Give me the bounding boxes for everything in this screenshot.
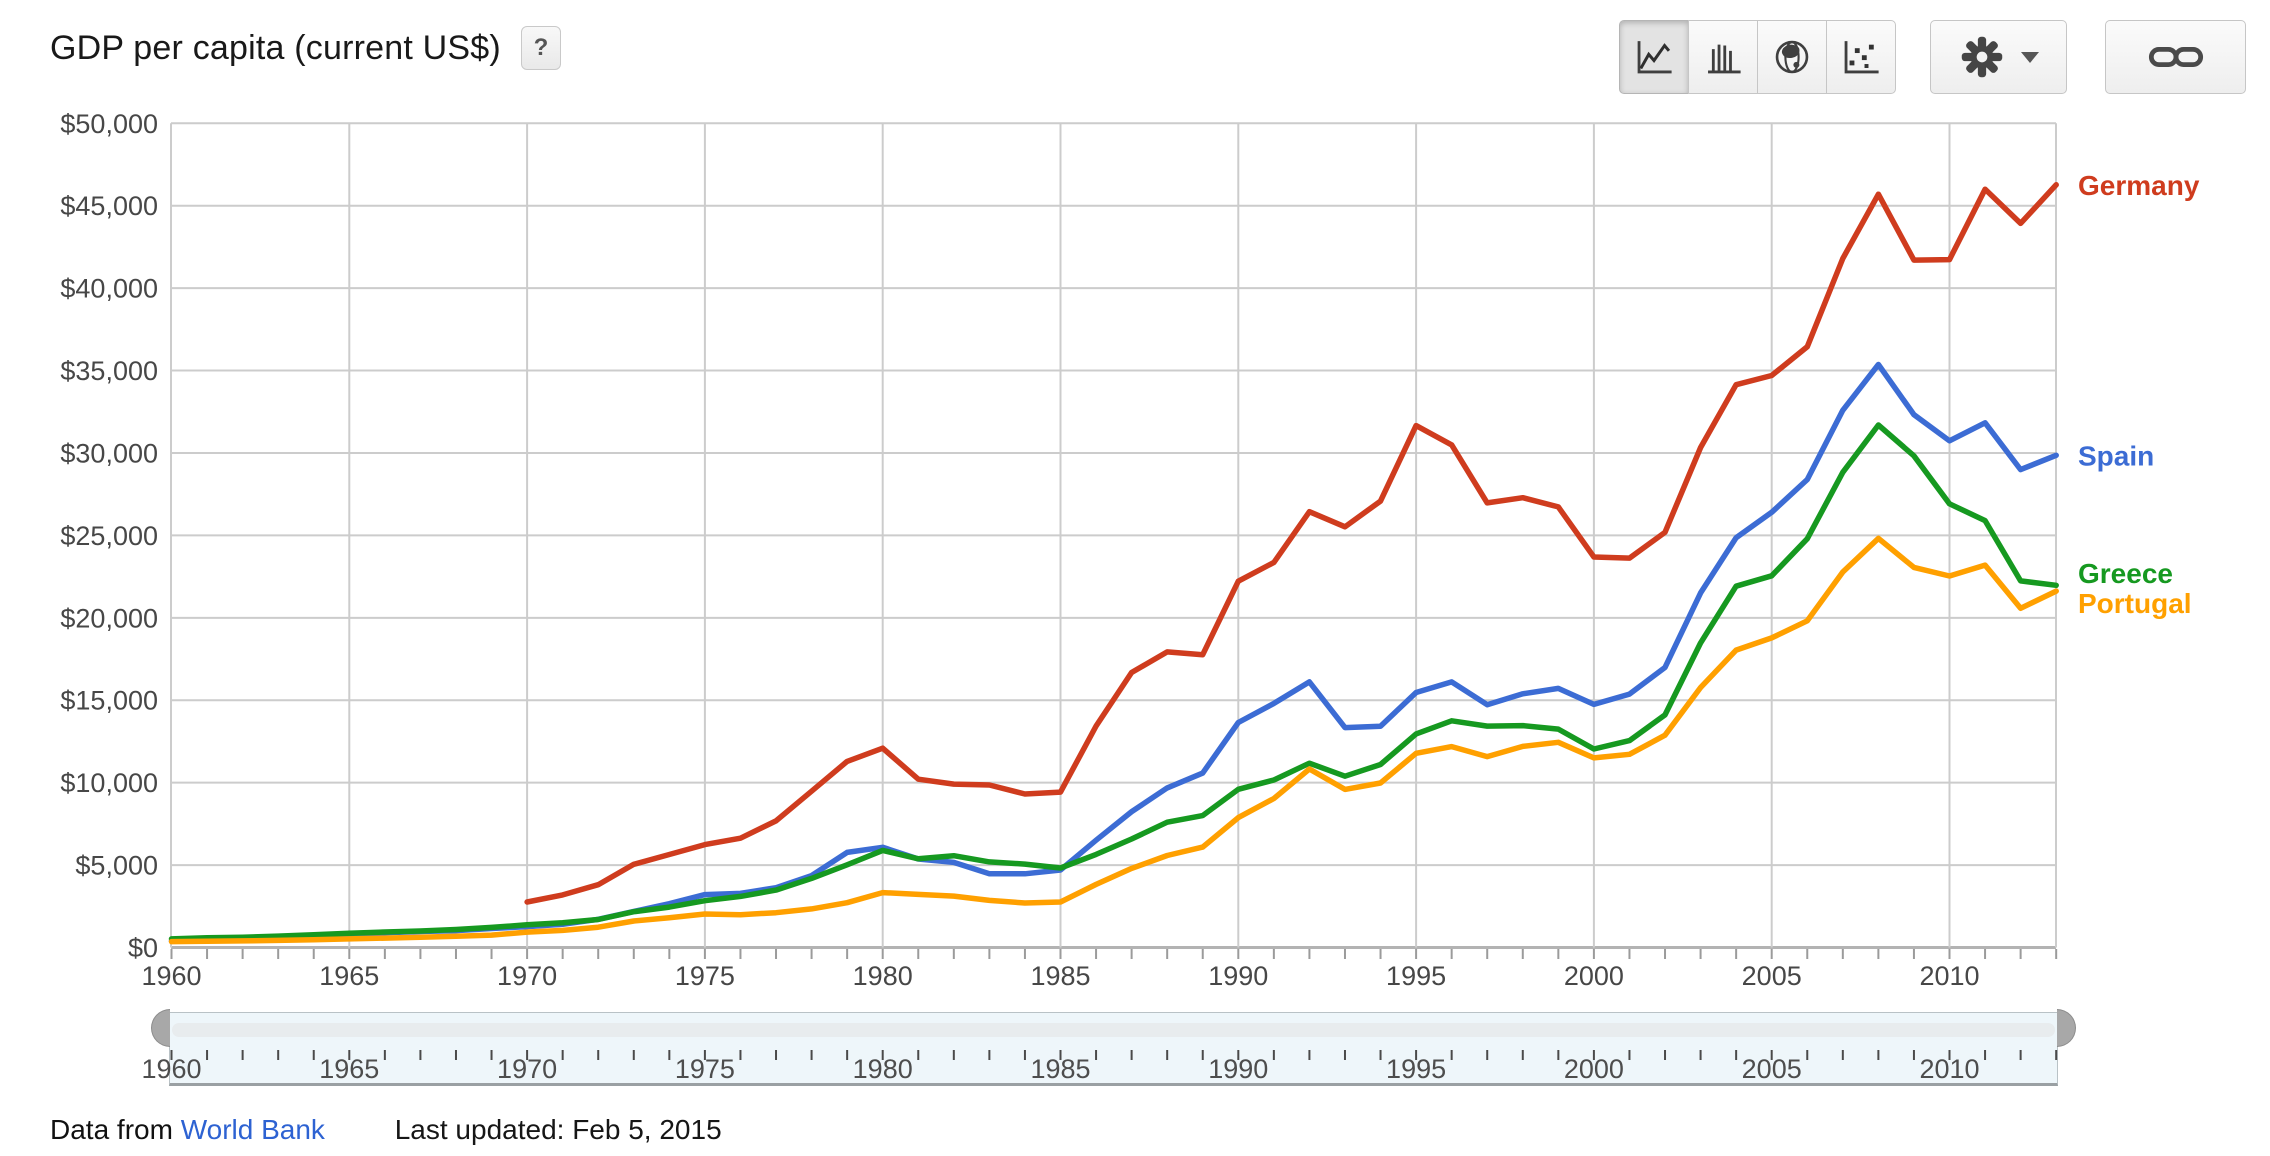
x-axis-label: 1980 bbox=[853, 961, 913, 991]
chain-link-icon bbox=[2145, 38, 2207, 76]
slider-track[interactable] bbox=[172, 1023, 2055, 1037]
y-axis-label: $35,000 bbox=[60, 356, 158, 386]
y-axis-label: $40,000 bbox=[60, 274, 158, 304]
series-line-spain[interactable] bbox=[168, 361, 2059, 944]
chart-type-scatter-button[interactable] bbox=[1826, 20, 1896, 94]
gdp-line-chart: $50,000 $45,000 $40,000 $35,000 $30,000 $25,0… bbox=[60, 109, 2200, 991]
x-axis-label: 2000 bbox=[1564, 961, 1624, 991]
data-from-label: Data from bbox=[50, 1114, 173, 1145]
gear-icon bbox=[1959, 34, 2005, 80]
chart-type-map-button[interactable] bbox=[1757, 20, 1827, 94]
legend-label-greece[interactable]: Greece bbox=[2078, 558, 2173, 589]
settings-button[interactable] bbox=[1930, 20, 2067, 94]
dropdown-caret-icon bbox=[2020, 51, 2039, 63]
y-axis-label: $25,000 bbox=[60, 521, 158, 551]
x-axis-label: 1975 bbox=[675, 961, 735, 991]
y-axis-label: $20,000 bbox=[60, 603, 158, 633]
world-bank-link[interactable]: World Bank bbox=[180, 1114, 325, 1145]
x-axis-label: 2010 bbox=[1919, 961, 1979, 991]
y-axis-label: $30,000 bbox=[60, 438, 158, 468]
legend-label-portugal[interactable]: Portugal bbox=[2078, 588, 2192, 619]
y-axis-label: $50,000 bbox=[60, 109, 158, 139]
series-line-germany[interactable] bbox=[524, 182, 2059, 905]
help-button[interactable]: ? bbox=[520, 26, 561, 70]
column-chart-icon bbox=[1701, 35, 1745, 79]
chart-type-column-button[interactable] bbox=[1688, 20, 1758, 94]
slider-handle-end[interactable] bbox=[2057, 1009, 2076, 1047]
globe-map-icon bbox=[1770, 35, 1814, 79]
x-axis-label: 1960 bbox=[141, 961, 201, 991]
page-title: GDP per capita (current US$) bbox=[50, 28, 501, 67]
time-range-slider[interactable] bbox=[169, 1012, 2058, 1086]
share-link-button[interactable] bbox=[2105, 20, 2246, 94]
y-axis-label: $5,000 bbox=[75, 851, 158, 881]
y-axis-label: $45,000 bbox=[60, 191, 158, 221]
y-axis-label: $0 bbox=[128, 933, 158, 963]
series-line-portugal[interactable] bbox=[168, 535, 2059, 945]
chart-header: GDP per capita (current US$) ? bbox=[50, 26, 561, 70]
scatter-chart-icon bbox=[1839, 35, 1883, 79]
footer: Data from World Bank Last updated: Feb 5… bbox=[50, 1114, 722, 1146]
x-axis-label: 1965 bbox=[319, 961, 379, 991]
x-axis-label: 2005 bbox=[1742, 961, 1802, 991]
x-axis-label: 1995 bbox=[1386, 961, 1446, 991]
chart-type-switcher bbox=[1619, 20, 1896, 94]
series-line-greece[interactable] bbox=[168, 422, 2059, 942]
toolbar bbox=[1619, 20, 2246, 94]
last-updated-label: Last updated: Feb 5, 2015 bbox=[394, 1114, 722, 1145]
x-axis-label: 1985 bbox=[1030, 961, 1090, 991]
legend-label-germany[interactable]: Germany bbox=[2078, 170, 2200, 201]
x-axis-label: 1970 bbox=[497, 961, 557, 991]
y-axis-label: $10,000 bbox=[60, 768, 158, 798]
y-axis-label: $15,000 bbox=[60, 686, 158, 716]
line-chart-icon bbox=[1632, 35, 1676, 79]
slider-handle-start[interactable] bbox=[151, 1009, 170, 1047]
legend-label-spain[interactable]: Spain bbox=[2078, 440, 2154, 471]
x-axis-label: 1990 bbox=[1208, 961, 1268, 991]
